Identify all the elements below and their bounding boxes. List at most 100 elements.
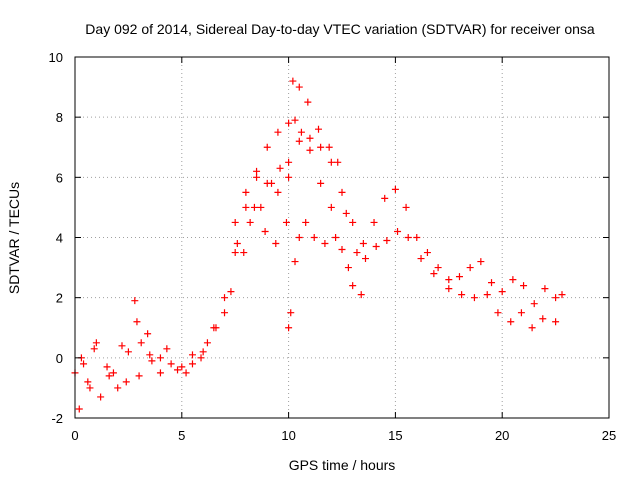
data-point bbox=[494, 309, 502, 317]
data-point bbox=[274, 188, 282, 196]
data-point bbox=[291, 116, 299, 124]
data-point bbox=[317, 143, 325, 151]
y-tick-label: -2 bbox=[51, 411, 63, 426]
data-point bbox=[118, 342, 126, 350]
y-tick-label: 8 bbox=[56, 110, 63, 125]
data-point bbox=[261, 227, 269, 235]
data-point bbox=[221, 294, 229, 302]
x-tick-label: 25 bbox=[602, 428, 616, 443]
data-point bbox=[509, 276, 517, 284]
data-point bbox=[242, 188, 250, 196]
data-point bbox=[304, 98, 312, 106]
data-point bbox=[122, 378, 130, 386]
chart-title: Day 092 of 2014, Sidereal Day-to-day VTE… bbox=[85, 21, 595, 37]
data-point bbox=[353, 249, 361, 257]
data-point bbox=[163, 345, 171, 353]
data-point bbox=[445, 285, 453, 293]
x-axis-label: GPS time / hours bbox=[289, 457, 396, 473]
data-point bbox=[282, 218, 290, 226]
data-point bbox=[470, 294, 478, 302]
series-track-c bbox=[80, 203, 365, 380]
data-point bbox=[297, 128, 305, 136]
data-point bbox=[334, 158, 342, 166]
data-point bbox=[274, 128, 282, 136]
data-point bbox=[383, 237, 391, 245]
data-point bbox=[315, 125, 323, 133]
grid bbox=[75, 57, 609, 418]
data-point bbox=[174, 366, 182, 374]
data-point bbox=[131, 297, 139, 305]
data-point bbox=[310, 234, 318, 241]
data-point bbox=[231, 218, 239, 226]
data-point bbox=[477, 258, 485, 266]
data-point bbox=[520, 282, 528, 290]
data-point bbox=[359, 240, 367, 248]
data-point bbox=[338, 188, 346, 196]
data-point bbox=[394, 227, 402, 235]
data-point bbox=[349, 218, 357, 226]
y-axis-label: SDTVAR / TECUs bbox=[6, 182, 22, 294]
data-point bbox=[455, 273, 463, 281]
data-point bbox=[289, 77, 297, 85]
data-point bbox=[498, 288, 506, 296]
data-point bbox=[458, 291, 466, 299]
data-point bbox=[156, 354, 164, 362]
data-point bbox=[552, 294, 560, 302]
data-point bbox=[92, 339, 100, 347]
y-tick-label: 4 bbox=[56, 231, 63, 246]
y-tick-label: 6 bbox=[56, 170, 63, 185]
data-point bbox=[90, 345, 98, 353]
data-point bbox=[285, 119, 293, 127]
data-point bbox=[357, 291, 365, 299]
data-point bbox=[295, 137, 303, 145]
series-track-a bbox=[71, 116, 566, 392]
data-point bbox=[135, 372, 143, 380]
data-point bbox=[285, 158, 293, 166]
data-point bbox=[253, 167, 261, 175]
data-point bbox=[291, 258, 299, 266]
data-point bbox=[332, 234, 340, 241]
data-point bbox=[137, 339, 145, 347]
data-point bbox=[146, 351, 154, 359]
x-tick-label: 10 bbox=[281, 428, 295, 443]
axis-ticks: 0 5 10 15 20 25 -2 0 2 4 6 8 10 bbox=[49, 50, 617, 443]
data-point bbox=[178, 363, 186, 371]
data-point bbox=[552, 318, 560, 326]
data-point bbox=[221, 309, 229, 317]
data-point bbox=[86, 384, 94, 392]
data-point bbox=[327, 158, 335, 166]
x-tick-label: 20 bbox=[495, 428, 509, 443]
data-point bbox=[381, 194, 389, 202]
data-point bbox=[423, 249, 431, 257]
data-point bbox=[338, 246, 346, 254]
series-track-d bbox=[231, 137, 357, 290]
data-point bbox=[349, 282, 357, 290]
data-point bbox=[558, 291, 566, 299]
data-point bbox=[287, 309, 295, 317]
data-point bbox=[302, 218, 310, 226]
data-point bbox=[507, 318, 515, 326]
data-point bbox=[75, 405, 83, 413]
data-point bbox=[233, 240, 241, 248]
data-point bbox=[182, 369, 190, 377]
data-point bbox=[430, 270, 438, 278]
data-point bbox=[539, 315, 547, 323]
data-point bbox=[361, 255, 369, 263]
data-point bbox=[231, 249, 239, 257]
data-point bbox=[227, 288, 235, 296]
data-point bbox=[317, 179, 325, 187]
data-point bbox=[276, 164, 284, 172]
data-point bbox=[263, 143, 271, 151]
data-point bbox=[257, 203, 265, 211]
data-point bbox=[306, 134, 314, 142]
data-point bbox=[197, 354, 205, 362]
data-point bbox=[188, 351, 196, 359]
data-point bbox=[370, 218, 378, 226]
data-point bbox=[133, 318, 141, 326]
x-tick-label: 0 bbox=[71, 428, 78, 443]
data-point bbox=[413, 234, 421, 241]
data-point bbox=[530, 300, 538, 308]
data-point bbox=[404, 234, 412, 241]
data-point bbox=[84, 378, 92, 386]
data-point bbox=[148, 357, 156, 365]
